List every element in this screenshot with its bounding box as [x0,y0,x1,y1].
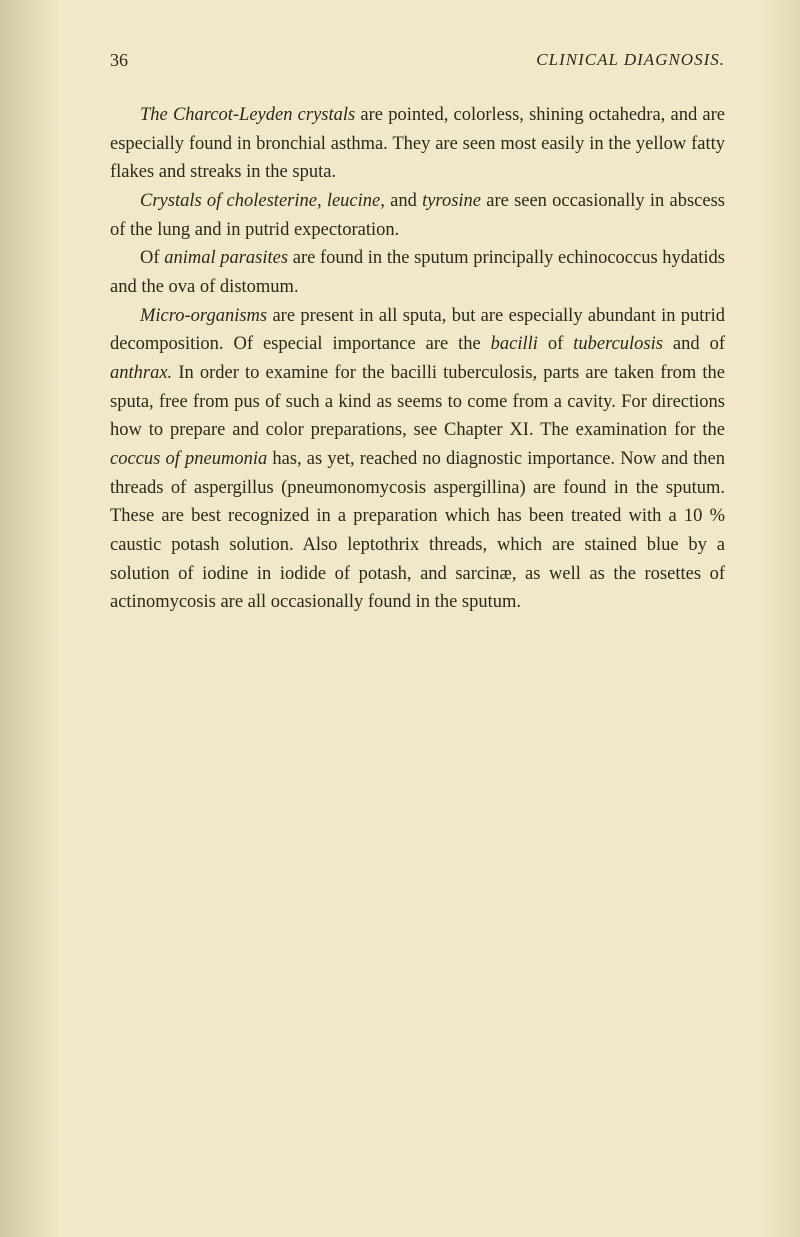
page-container: 36 CLINICAL DIAGNOSIS. The Charcot-Leyde… [0,0,800,1237]
paragraph-3: Of animal parasites are found in the spu… [110,244,725,301]
text-run: Of [140,248,164,268]
italic-text: Micro-organisms [140,306,267,326]
body-text: The Charcot-Leyden crystals are pointed,… [110,101,725,617]
text-run: and [385,191,422,211]
text-run: In order to examine for the bacilli tube… [110,363,725,440]
italic-text: tyrosine [422,191,481,211]
italic-text: anthrax. [110,363,172,383]
page-header: 36 CLINICAL DIAGNOSIS. [110,50,725,71]
page-number: 36 [110,50,128,71]
italic-text: animal parasites [164,248,288,268]
running-title: CLINICAL DIAGNOSIS. [536,50,725,71]
italic-text: bacilli [491,334,538,354]
paragraph-1: The Charcot-Leyden crystals are pointed,… [110,101,725,187]
italic-text: tuberculosis [573,334,663,354]
italic-text: coccus of pneumonia [110,449,267,469]
text-run: has, as yet, reached no diagnostic impor… [110,449,725,612]
text-run: of [538,334,573,354]
italic-text: Crystals of cholesterine, leucine, [140,191,385,211]
text-run: and of [663,334,725,354]
paragraph-4: Micro-organisms are present in all sputa… [110,302,725,617]
italic-text: The Charcot-Leyden crystals [140,105,355,125]
paragraph-2: Crystals of cholesterine, leucine, and t… [110,187,725,244]
